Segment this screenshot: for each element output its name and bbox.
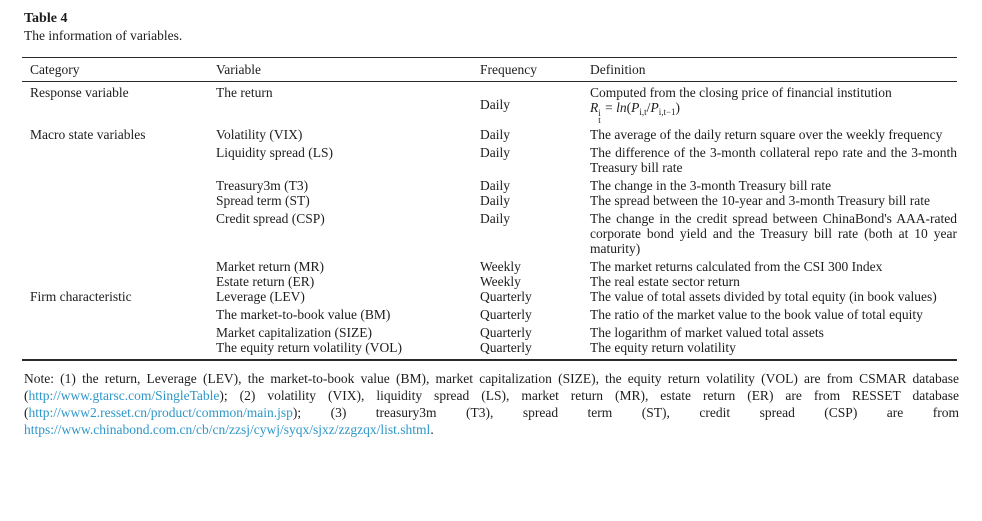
note-text: ); (2) volatility (VIX), liquidity sprea…	[24, 388, 959, 420]
table-row: Estate return (ER) Weekly The real estat…	[22, 274, 957, 289]
note-text: .	[430, 422, 434, 437]
frequency-cell: Daily	[480, 193, 510, 208]
table-row: Firm characteristic Leverage (LEV) Quart…	[22, 289, 957, 304]
table-row: Macro state variables Volatility (VIX) D…	[22, 124, 957, 142]
definition-cell: The change in the 3-month Treasury bill …	[590, 178, 832, 193]
definition-cell: The equity return volatility	[590, 340, 736, 355]
category-cell: Macro state variables	[30, 127, 146, 142]
category-cell: Response variable	[30, 85, 129, 100]
table-row: Liquidity spread (LS) Daily The differen…	[22, 142, 957, 175]
frequency-cell: Daily	[480, 178, 510, 193]
category-cell	[22, 175, 216, 193]
table-row: The market-to-book value (BM) Quarterly …	[22, 304, 957, 322]
variable-cell: Treasury3m (T3)	[216, 178, 309, 193]
category-cell	[22, 256, 216, 274]
definition-cell: The ratio of the market value to the boo…	[590, 307, 923, 322]
table-row: Spread term (ST) Daily The spread betwee…	[22, 193, 957, 208]
variable-cell: The market-to-book value (BM)	[216, 307, 391, 322]
table-label: Table 4	[24, 11, 68, 26]
category-cell	[22, 304, 216, 322]
category-cell: Firm characteristic	[30, 289, 132, 304]
category-cell	[22, 274, 216, 289]
note-text: Note: (1) the return, Leverage (LEV), th…	[24, 371, 959, 403]
column-header-definition: Definition	[590, 57, 957, 82]
frequency-cell: Daily	[480, 145, 510, 160]
definition-cell: The real estate sector return	[590, 274, 740, 289]
frequency-cell: Daily	[480, 97, 510, 112]
variables-table: Category Variable Frequency Definition R…	[22, 57, 957, 361]
definition-cell: The spread between the 10-year and 3-mon…	[590, 193, 931, 208]
definition-cell: The value of total assets divided by tot…	[590, 289, 937, 304]
table-row: Credit spread (CSP) Daily The change in …	[22, 208, 957, 256]
category-cell	[22, 340, 216, 360]
variable-cell: The return	[216, 85, 273, 100]
variable-cell: Liquidity spread (LS)	[216, 145, 333, 160]
variable-cell: Estate return (ER)	[216, 274, 315, 289]
frequency-cell: Quarterly	[480, 289, 532, 304]
table-row: Market return (MR) Weekly The market ret…	[22, 256, 957, 274]
table-row: The equity return volatility (VOL) Quart…	[22, 340, 957, 360]
frequency-cell: Quarterly	[480, 325, 532, 340]
variable-cell: Market return (MR)	[216, 259, 324, 274]
category-cell	[22, 142, 216, 175]
column-header-variable: Variable	[216, 57, 480, 82]
definition-cell: The market returns calculated from the C…	[590, 259, 883, 274]
table-row: Market capitalization (SIZE) Quarterly T…	[22, 322, 957, 340]
header-row: Category Variable Frequency Definition	[22, 57, 957, 82]
variable-cell: Volatility (VIX)	[216, 127, 303, 142]
paper-page: Table 4 The information of variables. Ca…	[22, 0, 959, 438]
frequency-cell: Daily	[480, 211, 510, 226]
variable-cell: The equity return volatility (VOL)	[216, 340, 402, 355]
frequency-cell: Weekly	[480, 259, 521, 274]
definition-text: Computed from the closing price of finan…	[590, 85, 892, 100]
table-row: Response variable The return Daily Compu…	[22, 82, 957, 125]
definition-cell: Computed from the closing price of finan…	[590, 82, 957, 125]
frequency-cell: Quarterly	[480, 307, 532, 322]
column-header-category: Category	[22, 57, 216, 82]
frequency-cell: Weekly	[480, 274, 521, 289]
column-header-frequency: Frequency	[480, 57, 590, 82]
note-text: ); (3) treasury3m (T3), spread term (ST)…	[292, 405, 959, 420]
definition-cell: The difference of the 3-month collateral…	[590, 145, 957, 175]
table-caption: The information of variables.	[24, 28, 183, 43]
frequency-cell: Quarterly	[480, 340, 532, 355]
definition-cell: The average of the daily return square o…	[590, 127, 943, 142]
definition-cell: The logarithm of market valued total ass…	[590, 325, 824, 340]
resset-link[interactable]: http://www2.resset.cn/product/common/mai…	[28, 405, 293, 420]
table-note: Note: (1) the return, Leverage (LEV), th…	[24, 370, 959, 438]
category-cell	[22, 322, 216, 340]
category-cell	[22, 193, 216, 208]
frequency-cell: Daily	[480, 127, 510, 142]
chinabond-link[interactable]: https://www.chinabond.com.cn/cb/cn/zzsj/…	[24, 422, 431, 437]
csmar-link[interactable]: http://www.gtarsc.com/SingleTable	[28, 388, 220, 403]
variable-cell: Credit spread (CSP)	[216, 211, 325, 226]
variable-cell: Spread term (ST)	[216, 193, 310, 208]
table-row: Treasury3m (T3) Daily The change in the …	[22, 175, 957, 193]
variable-cell: Market capitalization (SIZE)	[216, 325, 372, 340]
category-cell	[22, 208, 216, 256]
definition-cell: The change in the credit spread between …	[590, 211, 957, 256]
variable-cell: Leverage (LEV)	[216, 289, 305, 304]
